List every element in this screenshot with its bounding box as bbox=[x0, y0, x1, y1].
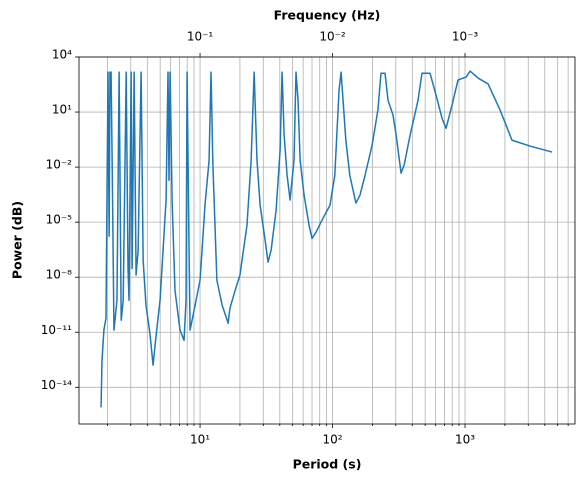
y-tick-label: 10⁻¹⁴ bbox=[41, 378, 72, 392]
y-tick-label: 10⁻⁵ bbox=[46, 213, 73, 227]
x2-tick-label: 10⁻² bbox=[319, 30, 346, 44]
x-tick-label: 10¹ bbox=[190, 433, 210, 447]
y-tick-label: 10⁻¹¹ bbox=[41, 323, 72, 337]
x2-tick-label: 10⁻³ bbox=[452, 30, 479, 44]
x-tick-label: 10³ bbox=[455, 433, 475, 447]
x-tick-label: 10² bbox=[322, 433, 342, 447]
y-tick-label: 10⁻² bbox=[46, 158, 73, 172]
top-axis-title: Frequency (Hz) bbox=[274, 8, 381, 23]
y-axis-title: Power (dB) bbox=[10, 201, 25, 279]
y-tick-label: 10⁻⁸ bbox=[46, 268, 73, 282]
x-axis-title: Period (s) bbox=[293, 457, 362, 472]
y-tick-label: 10⁴ bbox=[52, 48, 72, 62]
data-line bbox=[100, 70, 553, 408]
y-tick-label: 10¹ bbox=[52, 103, 72, 117]
plot-frame bbox=[78, 56, 576, 425]
x2-tick-label: 10⁻¹ bbox=[187, 30, 214, 44]
